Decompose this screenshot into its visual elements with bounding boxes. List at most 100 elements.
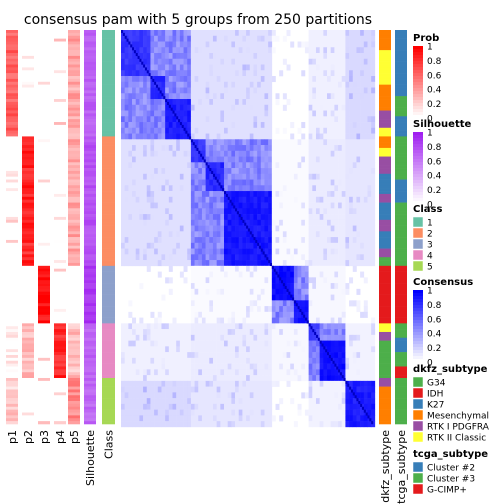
consensus-cell — [201, 219, 206, 226]
silhouette-cell — [84, 386, 96, 390]
consensus-cell — [290, 311, 295, 318]
consensus-cell — [253, 133, 258, 140]
prob-cell — [22, 268, 34, 272]
consensus-cell — [227, 288, 232, 295]
consensus-cell — [334, 306, 339, 313]
class-cell — [102, 179, 115, 183]
consensus-cell — [154, 214, 159, 221]
consensus-cell — [172, 87, 177, 94]
prob-cell — [38, 277, 50, 281]
consensus-cell — [157, 116, 162, 123]
consensus-cell — [154, 127, 159, 134]
consensus-cell — [157, 191, 162, 198]
consensus-cell — [121, 323, 125, 330]
prob-cell — [54, 205, 66, 209]
consensus-cell — [187, 380, 192, 387]
consensus-cell — [330, 162, 335, 169]
class-cell — [102, 383, 115, 387]
consensus-cell — [194, 363, 199, 370]
consensus-cell — [327, 386, 331, 393]
consensus-cell — [260, 277, 265, 284]
consensus-cell — [165, 248, 170, 255]
silhouette-cell — [84, 297, 96, 301]
prob-cell — [38, 41, 50, 45]
consensus-cell — [179, 260, 184, 267]
consensus-cell — [308, 271, 313, 278]
consensus-cell — [231, 173, 236, 180]
consensus-cell — [249, 110, 254, 117]
consensus-cell — [301, 219, 306, 226]
consensus-cell — [363, 248, 368, 255]
consensus-cell — [172, 35, 177, 42]
consensus-cell — [279, 242, 284, 249]
prob-cell — [54, 291, 66, 295]
consensus-cell — [135, 386, 140, 393]
consensus-cell — [205, 76, 210, 83]
consensus-cell — [282, 306, 287, 313]
consensus-cell — [286, 311, 291, 318]
consensus-cell — [179, 208, 184, 215]
consensus-cell — [124, 248, 129, 255]
consensus-cell — [201, 225, 206, 232]
consensus-cell — [360, 386, 365, 393]
consensus-cell — [227, 214, 232, 221]
consensus-cell — [201, 35, 206, 42]
prob-cell — [22, 288, 34, 293]
class-cell — [102, 288, 115, 293]
consensus-cell — [235, 53, 240, 60]
prob-cell — [68, 277, 80, 281]
consensus-cell — [334, 248, 339, 255]
consensus-cell — [349, 145, 354, 152]
consensus-cell — [297, 237, 302, 244]
consensus-cell — [190, 173, 195, 180]
consensus-cell — [187, 93, 192, 100]
consensus-cell — [209, 145, 214, 152]
consensus-cell — [338, 30, 343, 37]
consensus-cell — [172, 173, 177, 180]
prob-cell — [68, 421, 80, 425]
consensus-cell — [304, 191, 309, 198]
consensus-cell — [150, 196, 155, 203]
consensus-cell — [290, 237, 295, 244]
consensus-cell — [231, 196, 236, 203]
prob-cell — [38, 294, 50, 298]
consensus-cell — [367, 369, 372, 376]
consensus-cell — [286, 329, 291, 336]
consensus-cell — [249, 248, 254, 255]
consensus-cell — [260, 386, 265, 393]
prob-cell — [68, 196, 80, 200]
prob-cell — [54, 104, 66, 108]
consensus-cell — [323, 260, 328, 267]
consensus-cell — [360, 380, 365, 387]
consensus-cell — [345, 145, 350, 152]
consensus-cell — [179, 99, 184, 106]
consensus-cell — [338, 150, 343, 157]
consensus-cell — [341, 145, 346, 152]
consensus-cell — [253, 386, 258, 393]
consensus-cell — [249, 265, 254, 272]
consensus-cell — [132, 225, 137, 232]
consensus-cell — [220, 162, 225, 169]
consensus-cell — [334, 110, 339, 117]
consensus-cell — [242, 191, 247, 198]
consensus-cell — [198, 242, 203, 249]
consensus-cell — [242, 288, 247, 295]
consensus-cell — [323, 375, 328, 382]
silhouette-cell — [84, 99, 96, 103]
consensus-cell — [172, 127, 177, 134]
consensus-cell — [190, 300, 195, 307]
prob-cell — [68, 147, 80, 152]
class-cell — [102, 369, 115, 373]
prob-cell — [68, 55, 80, 60]
consensus-cell — [315, 196, 320, 203]
consensus-cell — [356, 288, 361, 295]
prob-cell — [6, 346, 18, 350]
consensus-cell — [356, 260, 361, 267]
prob-cell — [54, 254, 66, 258]
consensus-cell — [327, 369, 331, 376]
consensus-cell — [319, 248, 324, 255]
consensus-cell — [212, 208, 217, 215]
consensus-cell — [224, 76, 228, 83]
consensus-cell — [157, 329, 162, 336]
consensus-cell — [216, 191, 221, 198]
